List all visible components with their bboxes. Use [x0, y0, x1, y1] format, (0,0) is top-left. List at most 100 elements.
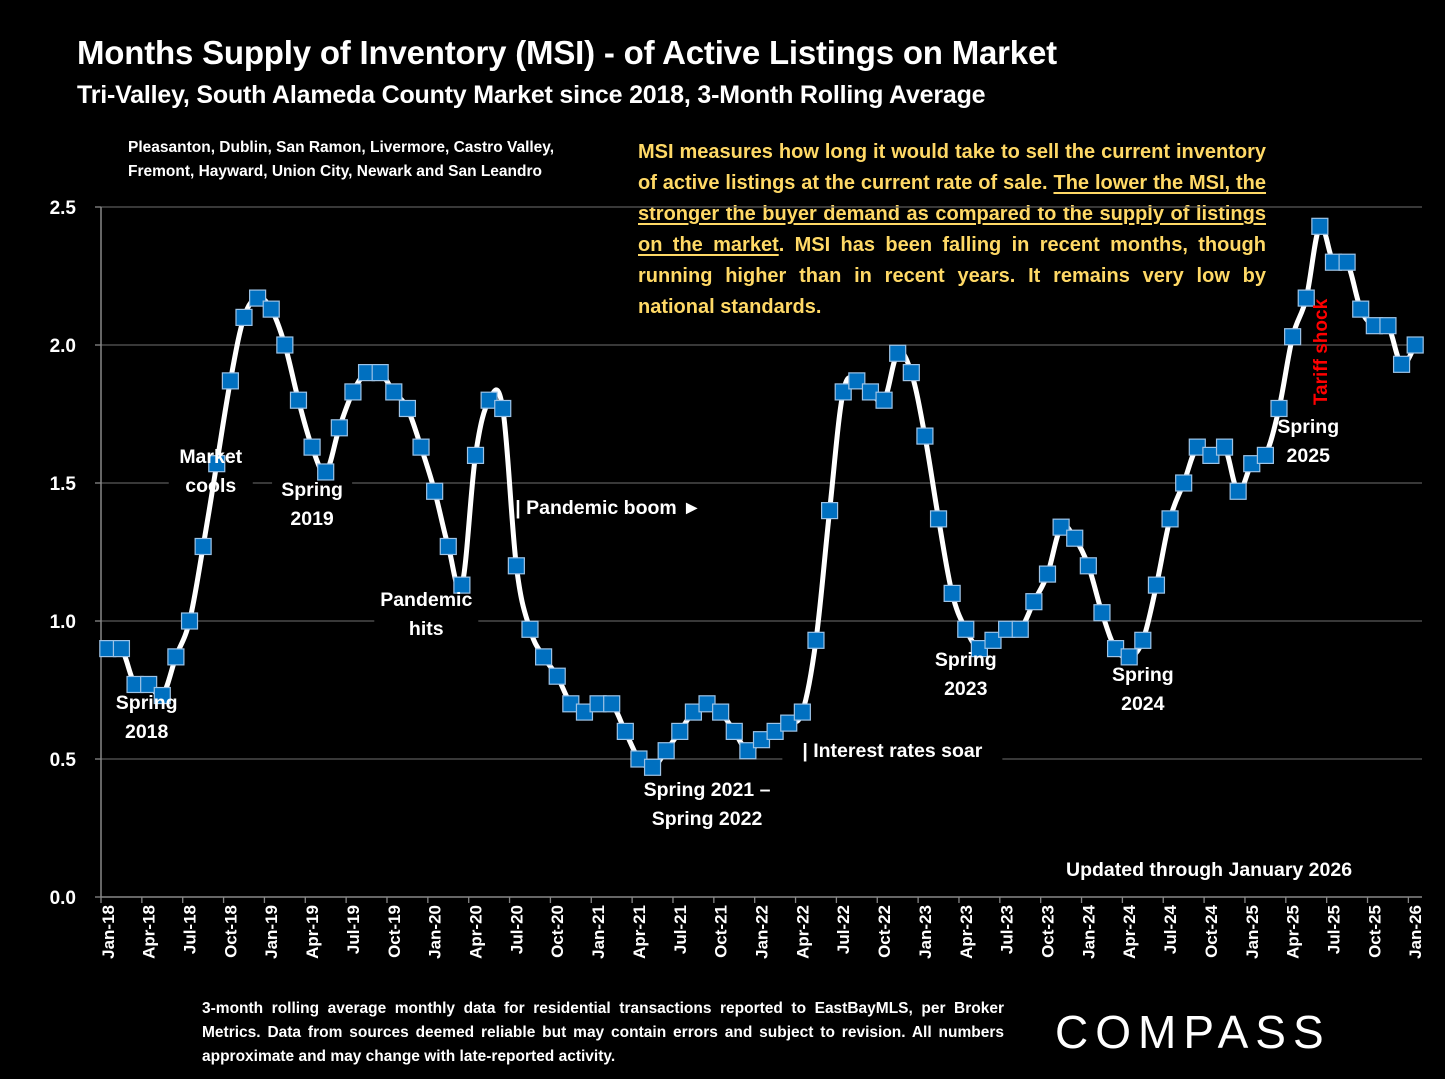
- y-tick-label: 1.5: [50, 474, 77, 495]
- data-point: [848, 372, 866, 390]
- annotation-label: Pandemic: [380, 589, 472, 611]
- data-point: [1379, 317, 1397, 335]
- regions-note: Pleasanton, Dublin, San Ramon, Livermore…: [128, 136, 554, 184]
- footnote: 3-month rolling average monthly data for…: [202, 1000, 1004, 1065]
- x-tick-label: Oct-22: [875, 905, 894, 958]
- regions-line-2: Fremont, Hayward, Union City, Newark and…: [128, 163, 542, 180]
- annotation-label: Spring: [116, 692, 178, 714]
- data-point: [1406, 336, 1424, 354]
- x-tick-label: Apr-23: [957, 905, 976, 959]
- x-tick-label: Jan-24: [1079, 904, 1098, 958]
- data-point: [494, 399, 512, 418]
- data-point: [398, 399, 417, 418]
- x-tick-label: Oct-25: [1365, 905, 1384, 958]
- x-tick-label: Jan-23: [916, 905, 935, 959]
- data-point: [780, 714, 798, 732]
- y-tick-label: 0.0: [50, 888, 76, 909]
- x-tick-label: Oct-21: [712, 905, 731, 958]
- data-point: [262, 300, 280, 318]
- x-tick-label: Oct-24: [1202, 904, 1221, 957]
- data-point: [426, 482, 444, 500]
- data-point: [167, 648, 185, 666]
- annotation-background: [272, 474, 353, 530]
- data-point: [1161, 510, 1179, 528]
- msi-explanation: MSI measures how long it would take to s…: [638, 137, 1266, 323]
- explanation-part-2: . MSI has been falling in recent months,…: [638, 234, 1266, 318]
- compass-logo: COMPASS: [1055, 1006, 1331, 1058]
- data-point: [221, 372, 239, 390]
- annotation-label: cools: [185, 475, 236, 497]
- annotation-label: | Interest rates soar: [802, 740, 982, 762]
- x-tick-label: Jan-25: [1243, 905, 1262, 959]
- data-point: [1338, 253, 1356, 271]
- x-tick-label: Jul-22: [834, 905, 853, 954]
- data-point: [889, 344, 907, 362]
- updated-note: Updated through January 2026: [1066, 859, 1353, 881]
- x-tick-label: Jul-25: [1324, 905, 1343, 954]
- data-point: [371, 364, 389, 382]
- data-point: [671, 722, 689, 741]
- data-point: [1052, 518, 1070, 536]
- data-point: [807, 631, 825, 649]
- annotation-label: Spring: [1112, 664, 1174, 686]
- data-point: [603, 695, 621, 713]
- x-tick-label: Jul-18: [181, 905, 200, 954]
- x-tick-label: Apr-20: [467, 905, 486, 959]
- data-point: [1270, 399, 1288, 418]
- data-point: [276, 336, 294, 354]
- data-point: [1352, 300, 1370, 318]
- data-point: [249, 289, 267, 307]
- data-point: [657, 742, 675, 760]
- data-point: [643, 758, 662, 776]
- x-tick-label: Jul-21: [671, 905, 690, 954]
- x-tick-label: Oct-20: [548, 905, 567, 958]
- data-point: [439, 537, 457, 556]
- annotation-label: Spring 2022: [652, 808, 763, 830]
- x-tick-label: Jan-18: [99, 905, 118, 959]
- data-point: [1038, 565, 1057, 583]
- data-point: [902, 364, 920, 382]
- annotations: Spring 2018 Market cools Spring 2019 Pandemic h…: [116, 298, 1339, 830]
- annotation-tariff-shock: Tariff shock: [1311, 298, 1332, 405]
- data-point: [289, 391, 308, 409]
- data-point: [344, 383, 362, 401]
- data-point: [712, 703, 730, 721]
- annotation-background: [1102, 659, 1183, 715]
- data-point: [616, 722, 634, 741]
- data-point: [521, 620, 539, 638]
- explanation-underlined: The lower the MSI, the stronger the buye…: [638, 172, 1267, 256]
- data-point: [739, 742, 757, 760]
- x-tick-label: Jan-26: [1406, 905, 1425, 959]
- data-point: [303, 438, 321, 456]
- data-point: [1011, 620, 1029, 638]
- data-point: [1229, 482, 1247, 500]
- x-tick-label: Apr-19: [303, 905, 322, 959]
- data-point: [507, 557, 525, 575]
- annotation-background: [925, 644, 1006, 700]
- data-point: [180, 612, 199, 630]
- data-point: [725, 722, 743, 741]
- data-point: [317, 463, 335, 481]
- x-tick-label: Apr-22: [793, 905, 812, 959]
- x-tick-label: Jan-22: [753, 905, 772, 959]
- data-point: [1025, 593, 1043, 611]
- annotation-background: [374, 584, 479, 646]
- data-point: [875, 391, 893, 409]
- data-point: [330, 419, 348, 437]
- annotation-label: 2025: [1287, 445, 1331, 467]
- data-point: [235, 308, 253, 326]
- data-point: [1079, 557, 1097, 575]
- data-point: [943, 584, 961, 603]
- x-tick-label: Oct-18: [221, 905, 240, 958]
- data-point: [548, 667, 566, 685]
- x-tick-label: Jul-19: [344, 905, 363, 954]
- data-point: [916, 427, 934, 445]
- data-point: [208, 455, 226, 473]
- data-point: [957, 620, 975, 638]
- x-tick-label: Jul-23: [998, 905, 1017, 954]
- x-tick-label: Apr-18: [140, 905, 159, 959]
- data-point: [1311, 217, 1329, 235]
- x-tick-label: Jul-20: [507, 905, 526, 954]
- x-tick-label: Jul-24: [1161, 904, 1180, 954]
